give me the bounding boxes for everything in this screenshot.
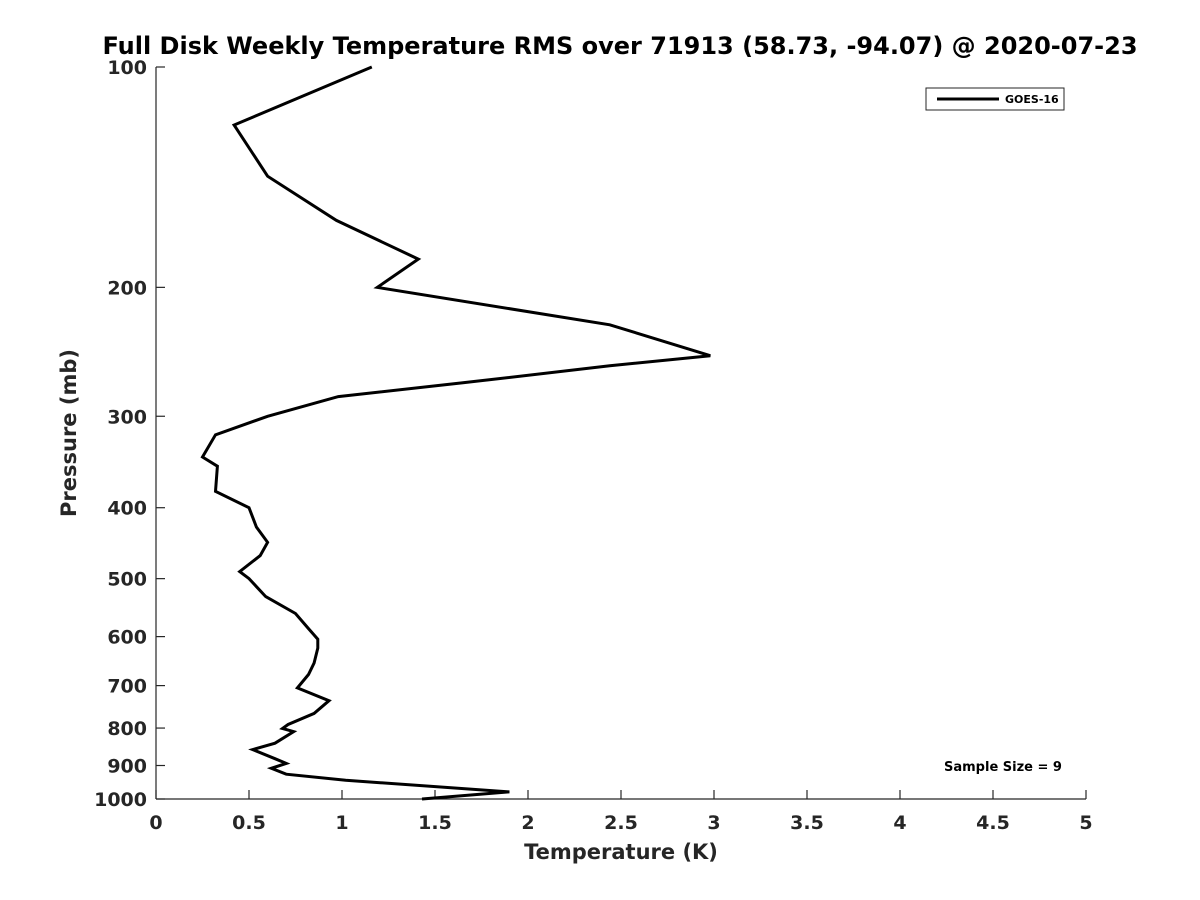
x-tick-label: 4.5: [976, 812, 1010, 834]
y-axis-label: Pressure (mb): [57, 349, 81, 517]
x-tick-label: 0.5: [232, 812, 266, 834]
chart-title: Full Disk Weekly Temperature RMS over 71…: [102, 32, 1137, 60]
y-tick-label: 100: [107, 57, 147, 79]
x-tick-label: 2.5: [604, 812, 638, 834]
x-tick-label: 3.5: [790, 812, 824, 834]
x-tick-label: 3: [707, 812, 720, 834]
x-tick-label: 2: [521, 812, 534, 834]
sample-size-annotation: Sample Size = 9: [944, 760, 1062, 775]
series-lines: [200, 65, 711, 801]
x-axis-label: Temperature (K): [524, 840, 718, 864]
y-tick-label: 300: [107, 406, 147, 428]
plot-axes: [155, 67, 1086, 800]
y-tick-label: 600: [107, 627, 147, 649]
x-tick-label: 1: [335, 812, 348, 834]
legend-label: GOES-16: [1005, 93, 1059, 106]
x-axis-ticks: 0 0.5 1 1.5 2 2.5 3 3.5 4 4.5 5: [149, 790, 1093, 834]
x-tick-label: 1.5: [418, 812, 452, 834]
y-tick-label: 1000: [94, 789, 147, 811]
y-tick-label: 700: [107, 676, 147, 698]
x-tick-label: 0: [149, 812, 162, 834]
y-tick-label: 800: [107, 718, 147, 740]
y-tick-label: 200: [107, 277, 147, 299]
series-line-goes-16: [200, 65, 711, 801]
x-tick-label: 4: [893, 812, 906, 834]
y-tick-label: 500: [107, 569, 147, 591]
legend: GOES-16: [925, 87, 1065, 111]
x-tick-label: 5: [1079, 812, 1092, 834]
y-tick-label: 900: [107, 756, 147, 778]
y-tick-label: 400: [107, 498, 147, 520]
y-axis-ticks: 100 200 300 400 500 600 700 800 900 1000: [94, 57, 165, 811]
